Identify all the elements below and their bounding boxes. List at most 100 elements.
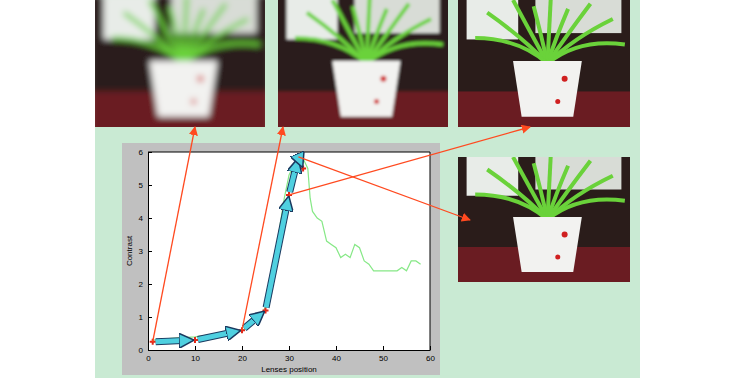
tick: 2 [139, 280, 152, 289]
photo-cup [513, 217, 582, 272]
tick: 6 [139, 148, 152, 157]
x-axis: 0 10 20 30 40 50 60 [146, 346, 435, 363]
tick-label: 60 [426, 354, 435, 363]
photo [453, 0, 635, 136]
tick-label: 20 [238, 354, 247, 363]
photo-cup [149, 61, 217, 117]
photo-link [298, 157, 470, 220]
tick-mark [336, 346, 337, 350]
photo-leaf [547, 200, 624, 220]
tick: 1 [139, 313, 152, 322]
tick: 50 [379, 346, 388, 363]
y-axis: 0 1 2 3 4 5 6 [139, 148, 152, 355]
search-point [300, 166, 306, 172]
tick-label: 40 [332, 354, 341, 363]
photo-dot [197, 76, 203, 82]
photo-dot [191, 99, 196, 104]
photo-leaf [295, 38, 366, 63]
chart-container: 0 10 20 30 40 50 60 0 1 2 3 4 5 6 Lenses position Contr… [0, 0, 730, 378]
search-arrow [244, 315, 260, 328]
photo-leaf [475, 38, 547, 63]
search-point [192, 337, 198, 343]
tick-label: 30 [285, 354, 294, 363]
search-point [263, 307, 269, 313]
tick: 60 [426, 346, 435, 363]
arrow-outline [244, 315, 260, 328]
photo [273, 0, 453, 136]
tick-label: 6 [139, 148, 144, 157]
tick-label: 1 [139, 313, 144, 322]
photo-link [289, 127, 530, 195]
search-arrow [156, 340, 188, 341]
search-arrow [198, 332, 235, 340]
photo-links [153, 127, 530, 342]
search-arrow [297, 160, 303, 162]
search-arrow [266, 202, 288, 308]
photo-dot [555, 99, 560, 104]
photo-leaf [513, 0, 547, 64]
tick-mark [148, 350, 152, 351]
photo-leaf [366, 43, 443, 63]
arrow-outline [266, 202, 288, 308]
photo-leaf [149, 0, 183, 64]
contrast-line [153, 159, 421, 341]
photo-cup [332, 61, 400, 117]
photo-leaf [547, 43, 624, 63]
search-arrow [290, 164, 297, 192]
photo-dot [374, 99, 379, 104]
tick-mark [148, 218, 152, 219]
tick-label: 5 [139, 181, 144, 190]
plot-area [148, 152, 430, 350]
tick: 20 [238, 346, 247, 363]
photo-leaf [513, 157, 547, 220]
photo-cup [513, 61, 582, 117]
photo-window [467, 157, 519, 196]
photo-link [242, 127, 283, 330]
tick-mark [148, 251, 152, 252]
tick-label: 10 [191, 354, 200, 363]
figure: 0 10 20 30 40 50 60 0 1 2 3 4 5 6 Lenses position Contr… [0, 0, 730, 378]
arrow-outline [198, 332, 235, 340]
tick: 0 [139, 346, 152, 355]
tick-label: 0 [139, 346, 144, 355]
frame [430, 152, 431, 350]
photo-dot [555, 255, 560, 260]
photo-dot [562, 76, 568, 82]
photo [453, 152, 635, 291]
tick-mark [383, 346, 384, 350]
figure-bg [122, 143, 440, 375]
photo-leaf [332, 0, 366, 64]
tick: 3 [139, 247, 152, 256]
photo-window [287, 0, 338, 39]
tick: 30 [285, 346, 294, 363]
tick: 4 [139, 214, 152, 223]
tick-mark [195, 346, 196, 350]
tick-mark [242, 346, 243, 350]
tick: 10 [191, 346, 200, 363]
x-axis-title: Lenses position [261, 365, 317, 374]
arrow-outline [156, 340, 188, 341]
photo-link [153, 127, 195, 342]
tick-label: 3 [139, 247, 144, 256]
arrow-outline [290, 164, 297, 192]
arrow-outline [296, 160, 304, 162]
tick-label: 50 [379, 354, 388, 363]
tick-label: 0 [146, 354, 151, 363]
tick-mark [289, 346, 290, 350]
tick: 5 [139, 181, 152, 190]
search-arrows [156, 160, 301, 342]
tick-mark [148, 284, 152, 285]
y-axis-title: Contrast [125, 235, 134, 266]
tick-mark [148, 185, 152, 186]
tick-label: 2 [139, 280, 144, 289]
photo-leaf [183, 43, 260, 63]
photo-leaf [475, 195, 547, 220]
photo-window [104, 0, 155, 39]
axis-line [149, 350, 431, 351]
photo-dot [562, 232, 568, 238]
photo-window [467, 0, 519, 39]
background [95, 0, 640, 378]
photo [90, 0, 270, 136]
photo-dot [380, 76, 386, 82]
tick-mark [148, 317, 152, 318]
